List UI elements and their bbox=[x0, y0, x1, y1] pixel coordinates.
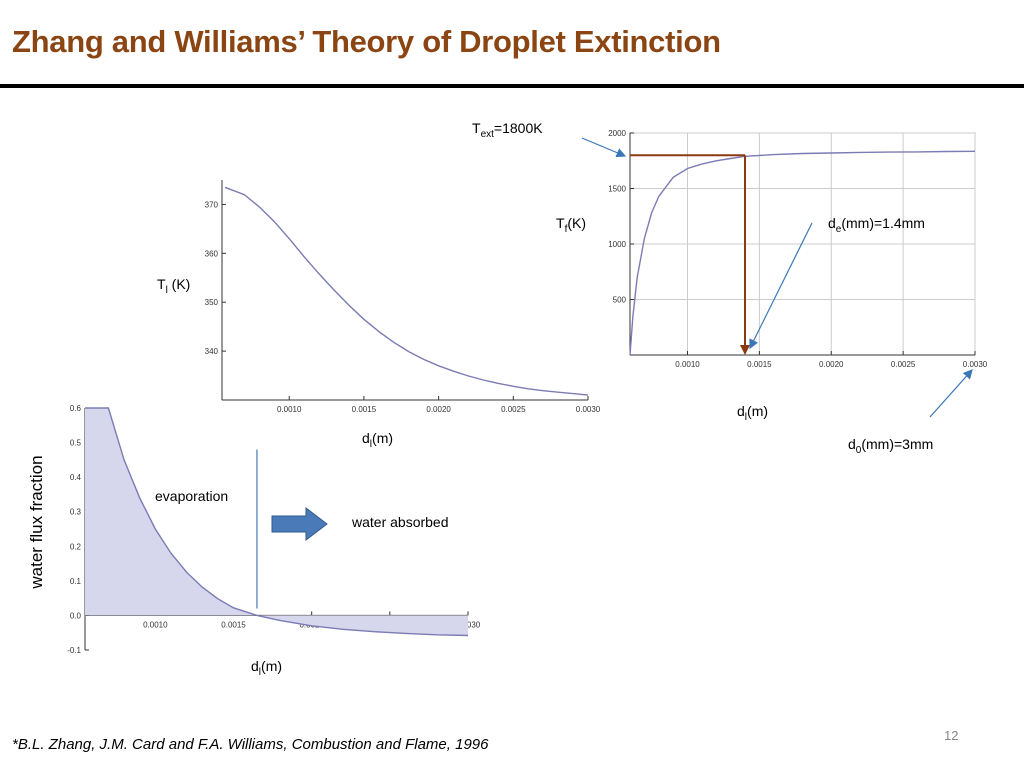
y-tick-label: 0.1 bbox=[70, 577, 82, 586]
x-tick-label: 0.0015 bbox=[352, 405, 377, 414]
tl-axis-label: Tl (K) bbox=[157, 276, 191, 296]
series-line bbox=[85, 407, 469, 637]
chart-tf-plot bbox=[629, 150, 976, 356]
chart-liquid-temperature: 0.0010 0.0015 0.0020 0.0025 0.0030 340 350 360 3… bbox=[205, 180, 601, 414]
y-tick-label: 0.2 bbox=[70, 542, 82, 551]
y-tick-label: -0.1 bbox=[67, 646, 81, 655]
water-absorbed-arrow bbox=[271, 506, 328, 542]
d-e-arrow bbox=[749, 222, 813, 350]
chart-wf-plot bbox=[85, 407, 469, 637]
series-area-fill bbox=[85, 408, 468, 636]
y-tick-label: 0.4 bbox=[70, 473, 82, 482]
y-tick-label: 350 bbox=[205, 298, 219, 307]
x-tick-label: 0.0010 bbox=[143, 620, 168, 629]
x-tick-label: 0.0025 bbox=[501, 405, 526, 414]
series-line bbox=[629, 150, 976, 356]
x-tick-label: 0.0010 bbox=[675, 360, 700, 369]
y-tick-label: 0.5 bbox=[70, 439, 82, 448]
citation: *B.L. Zhang, J.M. Card and F.A. Williams… bbox=[12, 736, 489, 753]
x-tick-label: 0.0015 bbox=[747, 360, 772, 369]
y-tick-label: 500 bbox=[613, 296, 627, 305]
chart-water-flux: 0.00100.00150.00200.00250.0030-0.10.00.1… bbox=[67, 404, 481, 655]
slide-title: Zhang and Williams’ Theory of Droplet Ex… bbox=[12, 24, 721, 59]
x-tick-label: 0.0010 bbox=[277, 405, 302, 414]
chart-tl-axes: 0.0010 0.0015 0.0020 0.0025 0.0030 340 350 360 3… bbox=[205, 180, 601, 414]
x-tick-label: 0.0020 bbox=[819, 360, 844, 369]
y-tick-label: 360 bbox=[205, 249, 219, 258]
y-tick-label: 0.0 bbox=[70, 611, 82, 620]
chart-tf-axes: 0.0010 0.0015 0.0020 0.0025 0.0030 500 1000 150… bbox=[608, 129, 988, 369]
y-tick-label: 0.6 bbox=[70, 404, 82, 413]
y-tick-label: 1000 bbox=[608, 240, 626, 249]
dl-axis-label-bottom: dl(m) bbox=[251, 658, 283, 678]
page-number: 12 bbox=[944, 728, 959, 743]
dl-axis-label-top: dl(m) bbox=[362, 430, 394, 450]
d-e-marker-arrowhead bbox=[740, 345, 750, 355]
water-absorbed-label: water absorbed bbox=[352, 514, 449, 530]
y-tick-label: 0.3 bbox=[70, 508, 82, 517]
x-tick-label: 0.0020 bbox=[426, 405, 451, 414]
y-tick-label: 2000 bbox=[608, 129, 626, 138]
y-tick-label: 370 bbox=[205, 200, 219, 209]
d-0-annotation: d0(mm)=3mm bbox=[848, 436, 934, 456]
x-tick-label: 0.0030 bbox=[576, 405, 601, 414]
chart-tl-plot bbox=[224, 186, 589, 396]
y-tick-label: 340 bbox=[205, 347, 219, 356]
evaporation-label: evaporation bbox=[155, 488, 229, 504]
y-tick-label: 1500 bbox=[608, 185, 626, 194]
d-e-annotation: de(mm)=1.4mm bbox=[828, 215, 925, 235]
title-rule bbox=[0, 84, 1024, 88]
t-ext-annotation: Text=1800K bbox=[472, 120, 543, 140]
x-tick-label: 0.0030 bbox=[456, 620, 481, 629]
d-0-arrow bbox=[929, 369, 973, 418]
x-tick-label: 0.0030 bbox=[963, 360, 988, 369]
water-flux-axis-label: water flux fraction bbox=[27, 455, 46, 589]
t-ext-arrow bbox=[581, 137, 627, 158]
x-tick-label: 0.0025 bbox=[891, 360, 916, 369]
series-line bbox=[224, 186, 589, 396]
tf-axis-label: Tf(K) bbox=[556, 215, 587, 235]
chart-flame-temperature: 0.0010 0.0015 0.0020 0.0025 0.0030 500 1000 150… bbox=[608, 129, 988, 369]
dl-axis-label-right: dl(m) bbox=[737, 403, 769, 423]
x-tick-label: 0.0015 bbox=[221, 620, 246, 629]
